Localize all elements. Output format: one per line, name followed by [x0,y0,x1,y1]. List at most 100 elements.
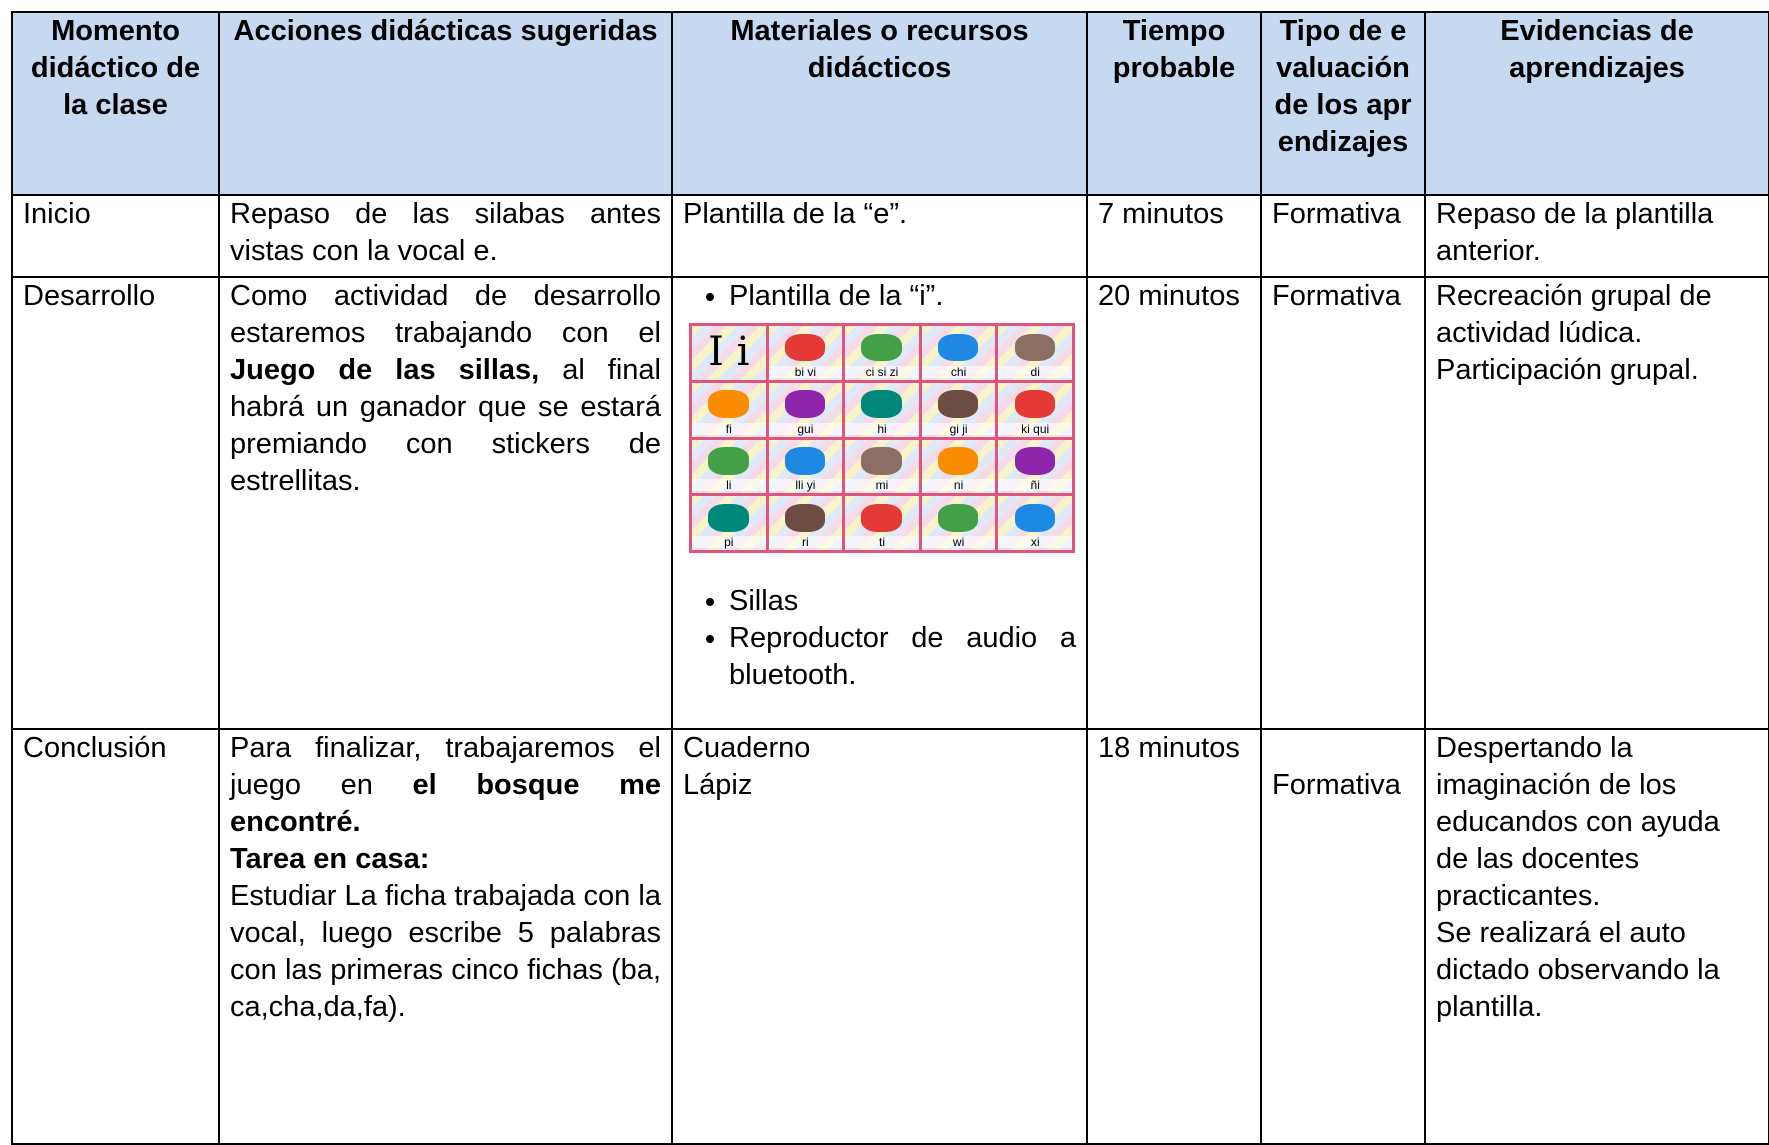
text: Recreación grupal de actividad lúdica. [1436,280,1712,349]
icon [708,390,749,419]
list: Plantilla de la “i”. [683,278,1076,315]
header-cell: Acciones didácticas sugeridas [218,11,673,196]
syllable-cell: lli yi [768,439,843,494]
syllable-cell: mi [845,439,919,494]
moment: Conclusión [11,728,220,1145]
text: Lápiz [683,769,753,801]
icon [861,390,902,419]
syllable-cell: di [998,326,1072,380]
row: Inicio Repaso de las silabas antes vista… [11,194,1769,278]
syllable-cell: ri [768,496,843,550]
syllable: di [998,365,1072,378]
syllable: li [692,479,766,492]
header-cell: Evidencias de aprendizajes [1424,11,1769,196]
icon [784,503,826,532]
text: Cuaderno [683,732,811,764]
header-cell: Materiales o recursos didácticos [671,11,1088,196]
icon [784,447,826,475]
syllable-cell: gi ji [921,382,996,437]
header-cell: Tiempo probable [1086,11,1262,196]
icon [937,390,979,419]
evidence: Repaso de la plantilla anterior. [1424,194,1769,278]
syllable: ki qui [998,422,1072,435]
syllable: ci si zi [845,365,919,378]
syllable: fi [692,422,766,435]
moment: Inicio [11,194,220,278]
icon [784,333,826,362]
time: 20 minutos [1086,276,1262,730]
letter-cell: I i [692,326,766,380]
syllable-cell: fi [692,382,766,437]
evaluation: Formativa [1260,276,1426,730]
syllable-cell: ci si zi [845,326,919,380]
text: el bosque me encontré. [230,769,661,838]
template-image: I i bi vi ci si zi chi di fi gui hi gi ji ki qui l… [689,323,1075,553]
syllable: hi [845,422,919,435]
evidence: Recreación grupal de actividad lúdica. Pa… [1424,276,1769,730]
syllable: bi vi [768,365,843,378]
evaluation: Formativa [1260,194,1426,278]
text: Juego de las sillas, [230,354,540,386]
syllable: lli yi [768,479,843,492]
paragraph: Estudiar La ficha trabajada con la vocal… [230,878,661,1026]
syllable: mi [845,479,919,492]
time: 7 minutos [1086,194,1262,278]
icon [937,503,979,532]
syllable: chi [921,365,996,378]
evaluation: Formativa [1260,728,1426,1145]
syllable-cell: ni [921,439,996,494]
header-cell: Momento didáctico de la clase [11,11,220,196]
actions: Para finalizar, trabajaremos el juego en… [218,728,673,1145]
syllable: xi [998,536,1072,548]
syllable: gui [768,422,843,435]
syllable-cell: bi vi [768,326,843,380]
syllable: gi ji [921,422,996,435]
syllable-cell: li [692,439,766,494]
text: Se realizará el auto dictado observando … [1436,917,1720,1023]
text: Participación grupal. [1436,354,1699,386]
icon [937,447,979,475]
syllable-cell: wi [921,496,996,550]
header-cell: Tipo de evaluación de los aprendizajes [1260,11,1426,196]
materials: Plantilla de la “e”. [671,194,1088,278]
text: al final habrá un ganador que se estará … [230,354,661,497]
icon [708,447,749,475]
icon [784,390,826,419]
icon [861,447,902,475]
text: Despertando la imaginación de los educan… [1436,732,1720,912]
syllable: wi [921,536,996,548]
syllable-cell: pi [692,496,766,550]
text: Repaso de las silabas antes vistas con l… [230,198,661,267]
syllable-cell: xi [998,496,1072,550]
list-item: Plantilla de la “i”. [729,278,1076,315]
icon [861,503,902,532]
paragraph: Para finalizar, trabajaremos el juego en… [230,730,661,841]
list: Sillas Reproductor de audio a bluetooth. [683,583,1076,694]
icon [1014,333,1056,362]
icon [1014,503,1056,532]
row: Conclusión Para finalizar, trabajaremos … [11,728,1769,1145]
list-item: Sillas [729,583,1076,620]
paragraph: Como actividad de desarrollo estaremos t… [230,278,661,500]
actions: Repaso de las silabas antes vistas con l… [218,194,673,278]
row: Desarrollo Como actividad de desarrollo … [11,276,1769,730]
list-item: Reproductor de audio a bluetooth. [729,620,1076,694]
text: Tarea en casa: [230,843,430,875]
text: Como actividad de desarrollo estaremos t… [230,280,661,349]
syllable-cell: ñi [998,439,1072,494]
paragraph: Repaso de las silabas antes vistas con l… [230,196,661,270]
icon [1014,447,1056,475]
syllable-cell: hi [845,382,919,437]
icon [937,333,979,362]
icon [708,503,749,532]
syllable-cell: chi [921,326,996,380]
moment: Desarrollo [11,276,220,730]
syllable: ti [845,536,919,548]
materials: Cuaderno Lápiz [671,728,1088,1145]
icon [1014,390,1056,419]
text: Estudiar La ficha trabajada con la vocal… [230,880,661,1023]
syllable-cell: gui [768,382,843,437]
text: Para finalizar, trabajaremos el juego en [230,732,661,801]
